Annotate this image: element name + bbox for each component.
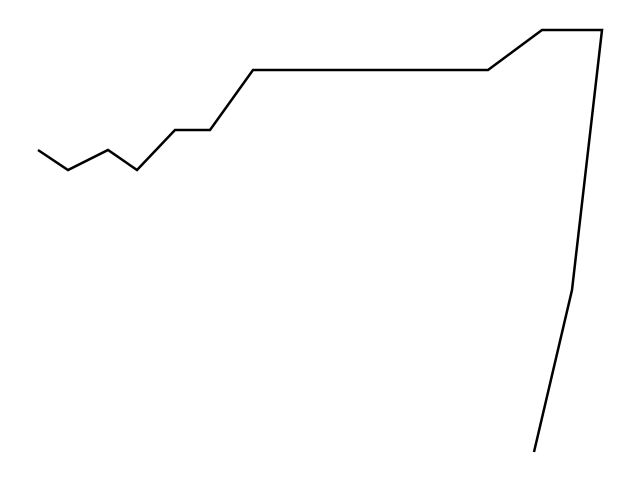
open-polyline-path xyxy=(37,28,604,453)
